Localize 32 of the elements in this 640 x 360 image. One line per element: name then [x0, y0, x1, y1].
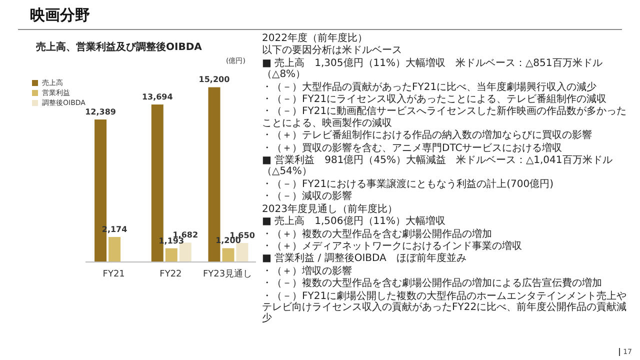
- data-label: 1,682: [172, 230, 198, 240]
- text: ・（＋）増収の影響: [262, 266, 353, 278]
- text: ・（－）複数の大型作品を含む劇場公開作品の増加による広告宣伝費の増加: [262, 278, 603, 290]
- data-label: 15,200: [198, 75, 230, 84]
- text: ・（－）FY21にライセンス収入があったことによる、テレビ番組制作の減収: [262, 94, 608, 106]
- text: ・（－）FY21に劇場公開した複数の大型作品のホームエンタテインメント売上やテレビ向けライセンス収入の貢献があったFY22に比べ、前年度公開作品の貢献減少: [262, 290, 628, 325]
- text: ・（－）大型作品の貢献があったFY21に比べ、当年度劇場興行収入の減少: [262, 82, 598, 94]
- x-tick-label: FY21: [102, 269, 125, 280]
- bar: [108, 237, 121, 262]
- bar: [236, 243, 248, 262]
- text: ・（＋）買収の影響を含む、アニメ専門DTCサービスにおける増収: [262, 142, 564, 154]
- chart-subtitle: 売上高、営業利益及び調整後OIBDA: [36, 40, 202, 54]
- bar: [165, 248, 178, 262]
- text: ■ 売上高 1,305億円（11%）大幅増収 米ドルベース：△851百万米ドル（△8%）: [262, 58, 604, 81]
- data-label: 12,389: [85, 108, 116, 117]
- text: ・（＋）メディアネットワークにおけるインド事業の増収: [262, 240, 523, 252]
- text: ■ 営業利益 981億円（45%）大幅減益 米ドルベース：△1,041百万米ドル（△54%）: [262, 155, 614, 178]
- text: ■ 営業利益 / 調整後OIBDA ほぼ前年度並み: [262, 253, 468, 265]
- x-tick-label: FY23見通し: [203, 268, 252, 280]
- data-label: 13,694: [142, 92, 174, 102]
- text: 2022年度（前年度比）: [262, 33, 368, 44]
- text: ■ 売上高 1,506億円（11%）大幅増収: [262, 216, 446, 228]
- text: ・（－）減収の影響: [262, 191, 353, 203]
- text: 以下の要因分析は米ドルベース: [262, 45, 403, 57]
- text: ・（＋）テレビ番組制作における作品の納入数の増加ならびに買収の影響: [262, 130, 593, 142]
- text: ・（－）FY21に動画配信サービスへライセンスした新作映画の作品数が多かったことによる、映画製作の減収: [262, 106, 628, 130]
- bar: [222, 248, 234, 262]
- text: ・（－）FY21における事業譲渡にともなう利益の計上(700億円): [262, 178, 554, 190]
- text: 2023年度見通し（前年度比）: [262, 204, 398, 216]
- x-tick-label: FY22: [160, 269, 182, 280]
- chart-title: 映画分野: [30, 6, 90, 25]
- text: ・（＋）複数の大型作品を含む劇場公開作品の増加: [262, 228, 493, 240]
